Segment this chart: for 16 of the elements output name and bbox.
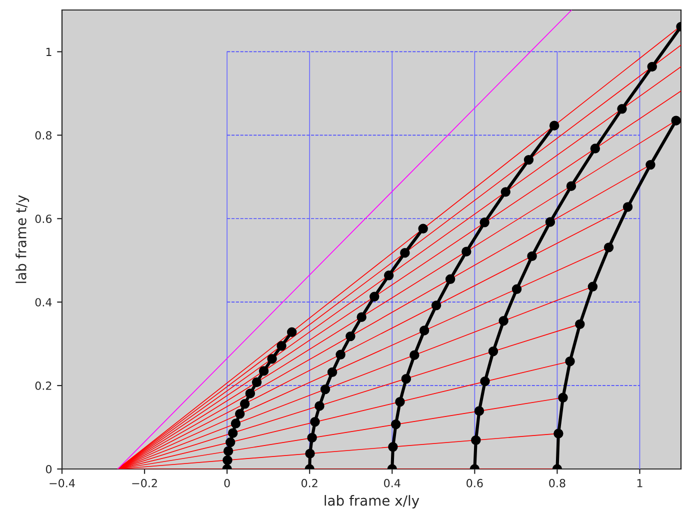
x-tick-label: 1 xyxy=(637,479,642,488)
x-tick-label: −0.2 xyxy=(132,478,157,488)
y-tick-label: 0.6 xyxy=(35,214,52,224)
x-axis-title: lab frame x/ly xyxy=(324,495,420,508)
y-tick-label: 0.8 xyxy=(35,131,52,140)
y-tick-label: 0.4 xyxy=(35,298,52,306)
y-axis-title: lab frame t/y xyxy=(16,195,30,283)
y-tick-label: 1 xyxy=(46,48,52,56)
x-tick-label: 0.2 xyxy=(302,478,318,488)
y-tick-label: 0 xyxy=(46,464,52,474)
y-tick-label: 0.2 xyxy=(35,382,52,390)
x-tick-label: 0.6 xyxy=(466,478,483,488)
x-tick-label: 0 xyxy=(224,478,230,488)
x-tick-label: 0.8 xyxy=(549,478,566,488)
x-tick-label: −0.4 xyxy=(50,478,75,488)
x-tick-label: 0.4 xyxy=(384,478,400,488)
